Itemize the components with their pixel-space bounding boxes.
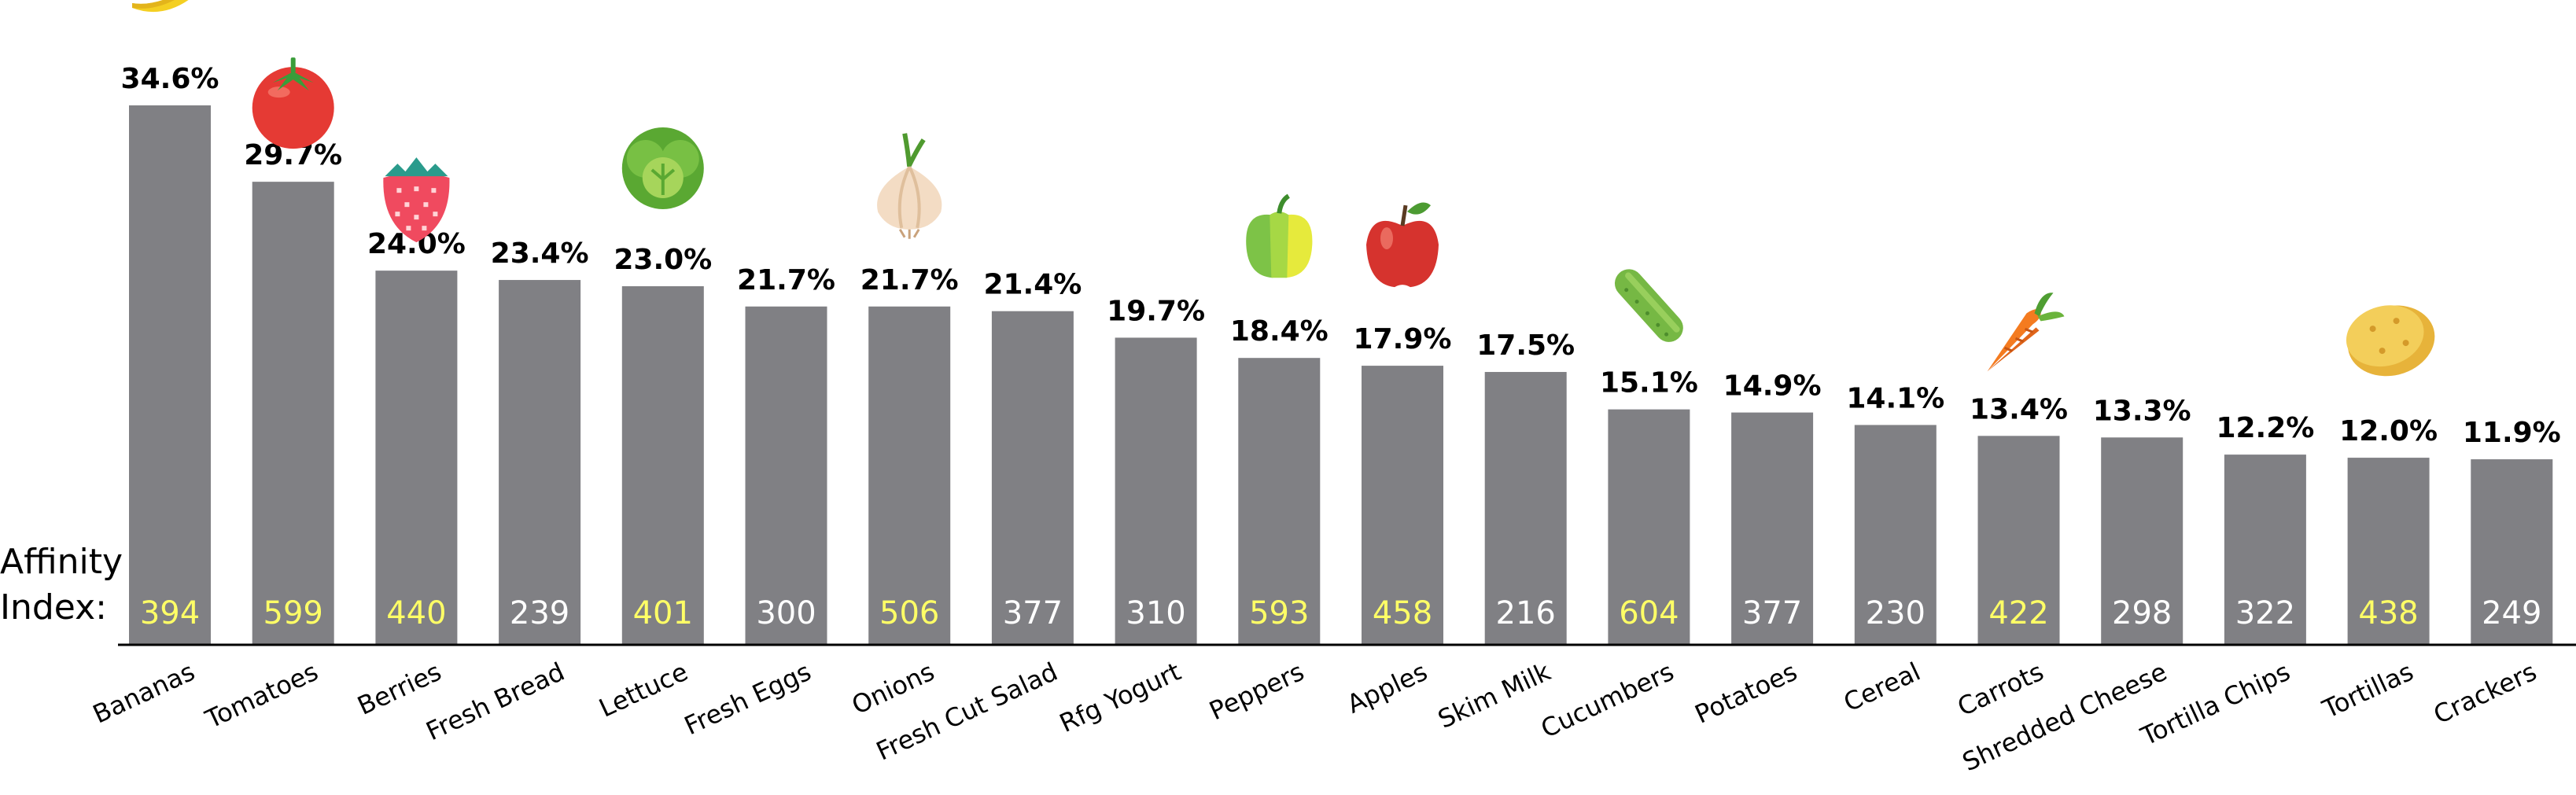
affinity-index-value: 216 — [1496, 595, 1556, 631]
category-tick-label: Shredded Cheese — [1958, 657, 2172, 778]
strawberry-icon — [383, 157, 450, 243]
category-tick-label: Tomatoes — [200, 657, 322, 735]
potato-icon — [2346, 305, 2435, 377]
bar — [1115, 337, 1197, 645]
category-tick-label: Onions — [847, 657, 939, 720]
value-label: 23.0% — [614, 244, 712, 276]
category-tick-label: Peppers — [1205, 657, 1309, 727]
bar — [1731, 412, 1814, 645]
affinity-index-value: 440 — [386, 595, 446, 631]
affinity-index-value: 599 — [263, 595, 323, 631]
affinity-index-value: 394 — [140, 595, 200, 631]
bar — [745, 306, 827, 645]
value-label: 12.2% — [2216, 412, 2314, 444]
pepper-icon — [1246, 193, 1313, 278]
tomato-icon — [252, 57, 334, 149]
banana-icon — [132, 0, 189, 13]
bar — [868, 306, 951, 645]
value-label: 17.9% — [1354, 323, 1452, 355]
icons-layer — [132, 0, 2435, 377]
bar — [2471, 459, 2553, 645]
affinity-index-value: 298 — [2112, 595, 2172, 631]
bar — [1362, 366, 1443, 645]
value-label: 19.7% — [1107, 295, 1205, 327]
affinity-index-value: 458 — [1373, 595, 1432, 631]
value-label: 12.0% — [2339, 415, 2438, 447]
affinity-index-value: 604 — [1619, 595, 1679, 631]
bar — [2224, 455, 2306, 645]
category-tick-label: Cucumbers — [1536, 657, 1679, 744]
affinity-index-value: 377 — [1003, 595, 1063, 631]
lettuce-icon — [621, 127, 704, 209]
category-tick-label: Skim Milk — [1433, 657, 1555, 734]
bar — [1608, 409, 1690, 645]
bar — [129, 105, 211, 645]
affinity-index-value: 506 — [879, 595, 939, 631]
category-tick-label: Fresh Eggs — [680, 657, 816, 741]
bar — [1977, 436, 2060, 645]
value-label: 21.7% — [737, 264, 835, 296]
bar — [375, 271, 458, 645]
affinity-index-value: 593 — [1249, 595, 1309, 631]
category-tick-label: Fresh Bread — [422, 657, 569, 746]
carrot-icon — [1987, 293, 2065, 372]
category-tick-label: Cereal — [1839, 657, 1925, 718]
category-tick-label: Apples — [1343, 657, 1432, 720]
category-tick-label: Carrots — [1953, 657, 2048, 722]
value-label: 18.4% — [1230, 315, 1329, 348]
value-label: 34.6% — [121, 63, 219, 95]
value-label: 13.3% — [2093, 395, 2191, 427]
value-label: 21.4% — [983, 269, 1082, 301]
affinity-index-value: 377 — [1742, 595, 1802, 631]
bars-layer: 34.6%394Bananas29.7%599Tomatoes24.0%440B… — [88, 63, 2561, 777]
category-tick-label: Potatoes — [1690, 657, 1801, 730]
value-label: 11.9% — [2463, 417, 2561, 449]
bar — [252, 182, 334, 646]
category-tick-label: Crackers — [2429, 657, 2541, 730]
bar — [1854, 425, 1937, 645]
value-label: 17.5% — [1476, 329, 1575, 362]
category-tick-label: Bananas — [88, 657, 199, 730]
bar — [499, 280, 581, 645]
bar — [1484, 372, 1567, 645]
cucumber-icon — [1614, 269, 1683, 342]
bar — [1238, 358, 1321, 645]
apple-icon — [1366, 202, 1439, 288]
affinity-index-value: 322 — [2235, 595, 2295, 631]
affinity-index-value: 230 — [1866, 595, 1926, 631]
value-label: 13.4% — [1970, 393, 2068, 425]
value-label: 14.9% — [1723, 370, 1822, 403]
affinity-index-value: 310 — [1126, 595, 1185, 631]
category-tick-label: Rfg Yogurt — [1055, 657, 1185, 738]
bar — [621, 285, 704, 645]
category-tick-label: Berries — [353, 657, 446, 721]
affinity-index-value: 239 — [510, 595, 569, 631]
bar — [2101, 437, 2184, 645]
affinity-index-label: Affinity Index: — [0, 542, 123, 628]
value-label: 23.4% — [491, 237, 589, 270]
affinity-index-value: 300 — [756, 595, 816, 631]
onion-icon — [877, 133, 942, 239]
bar — [991, 311, 1074, 645]
value-label: 14.1% — [1846, 382, 1944, 414]
bar — [2347, 458, 2430, 645]
affinity-index-value: 249 — [2482, 595, 2541, 631]
affinity-index-value: 422 — [1988, 595, 2048, 631]
value-label: 21.7% — [861, 264, 959, 296]
affinity-index-value: 401 — [633, 595, 693, 631]
category-tick-label: Tortillas — [2317, 657, 2418, 725]
category-tick-label: Lettuce — [595, 657, 692, 723]
value-label: 15.1% — [1600, 367, 1698, 399]
affinity-index-value: 438 — [2358, 595, 2418, 631]
